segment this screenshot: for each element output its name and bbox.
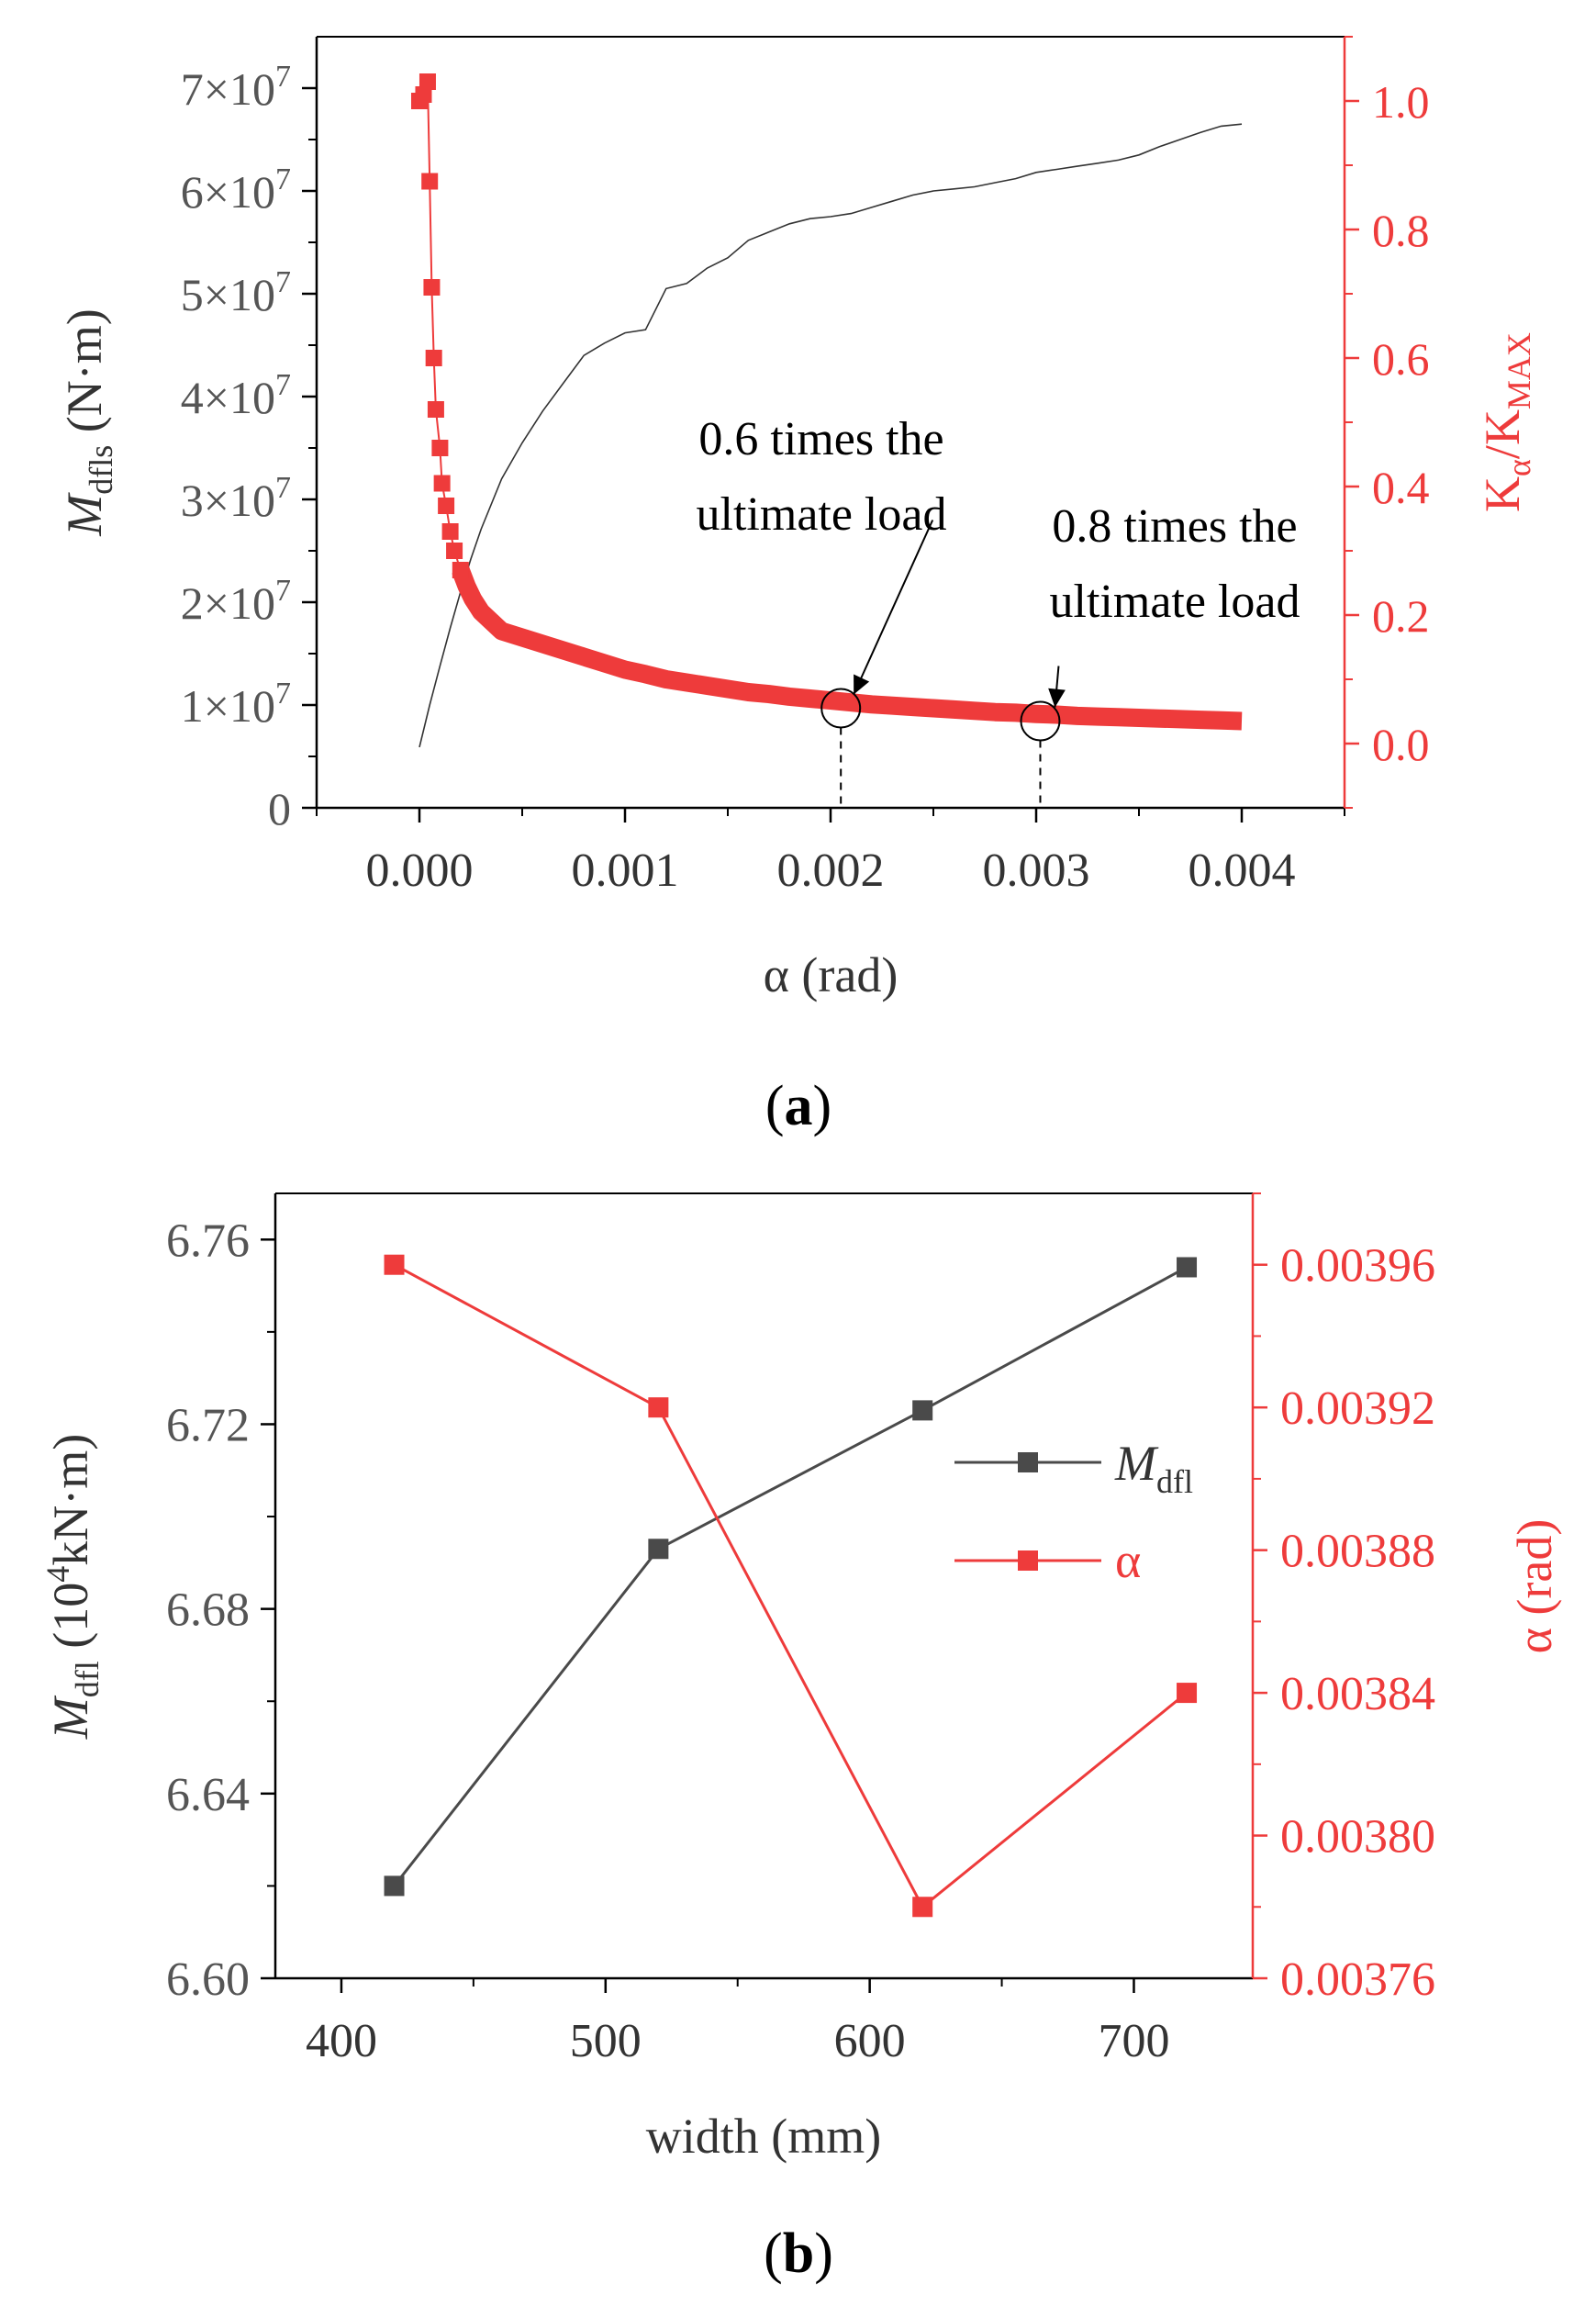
- panel-a-x-tick-label: 0.000: [366, 845, 474, 897]
- panel-a: 0.6 times the ultimate load 0.8 times the u…: [57, 36, 1537, 1137]
- panel-a-y-left-tick-label: 7×107: [181, 60, 291, 115]
- panel-a-y-right-tick-label: 0.6: [1372, 333, 1430, 385]
- stiffness-point: [446, 543, 463, 559]
- panel-b-y-right-tick-label: 0.00384: [1280, 1668, 1435, 1720]
- series-moment-line: [419, 123, 1243, 748]
- panel-b-x-tick-label: 400: [306, 2015, 377, 2067]
- panel-b-y-right-title: α (rad): [1507, 1519, 1562, 1654]
- alpha-point: [384, 1254, 405, 1275]
- mdfl-point: [1177, 1257, 1198, 1278]
- stiffness-point: [427, 401, 444, 418]
- legend-label-alpha: α: [1115, 1533, 1141, 1588]
- panel-b-x-tick-label: 700: [1098, 2015, 1169, 2067]
- panel-a-x-title: α (rad): [764, 947, 898, 1002]
- stiffness-point: [452, 562, 469, 578]
- series-mdfl-line: [393, 1266, 1188, 1887]
- load-marker-label-line2: ultimate load: [697, 488, 947, 541]
- alpha-point: [912, 1897, 933, 1918]
- panel-a-y-left-tick-label: 4×107: [181, 368, 291, 423]
- load-marker-arrowhead: [1048, 688, 1066, 708]
- panel-a-y-left-tick-label: 3×107: [181, 471, 291, 526]
- panel-b: 400 500 600 700 6.60 6.64 6.68 6.72 6.76 0.00376 0…: [39, 1192, 1562, 2285]
- mdfl-point: [648, 1539, 669, 1560]
- panel-b-y-right-tick-label: 0.00396: [1280, 1240, 1435, 1293]
- panel-a-y-left-tick-label: 1×107: [181, 677, 291, 732]
- panel-b-label: (b): [764, 2222, 833, 2285]
- panel-b-y-left-tick-label: 6.68: [166, 1584, 250, 1637]
- panel-b-x-title: width (mm): [646, 2109, 881, 2164]
- mdfl-point: [384, 1875, 405, 1897]
- panel-b-y-right-tick-label: 0.00392: [1280, 1382, 1435, 1435]
- panel-b-x-tick-label: 500: [570, 2015, 642, 2067]
- stiffness-point: [433, 475, 451, 492]
- panel-b-y-left-tick-label: 6.72: [166, 1399, 250, 1451]
- panel-b-y-left-tick-label: 6.64: [166, 1769, 250, 1821]
- panel-a-y-left-title: Mdfls (N·m): [57, 308, 119, 536]
- legend-marker-mdfl: [1018, 1452, 1038, 1472]
- stiffness-point: [423, 279, 441, 296]
- panel-b-y-left-tick-label: 6.76: [166, 1214, 250, 1267]
- stiffness-point: [441, 523, 459, 540]
- stiffness-point: [431, 440, 449, 456]
- stiffness-point: [421, 173, 439, 190]
- stiffness-point: [438, 498, 455, 514]
- load-marker-arrowhead: [854, 674, 870, 695]
- panel-b-legend: Mdfl α: [954, 1436, 1193, 1588]
- series-alpha-line: [393, 1263, 1188, 1909]
- stiffness-point: [425, 350, 442, 366]
- legend-label-mdfl: Mdfl: [1114, 1436, 1193, 1500]
- panel-a-y-right-tick-label: 0.2: [1372, 590, 1430, 642]
- panel-a-x-tick-label: 0.003: [983, 845, 1090, 897]
- panel-a-label: (a): [765, 1075, 831, 1137]
- panel-b-y-right-tick-label: 0.00380: [1280, 1811, 1435, 1864]
- legend-marker-alpha: [1018, 1550, 1038, 1571]
- stiffness-point: [419, 73, 436, 90]
- panel-b-y-left-tick-label: 6.60: [166, 1953, 250, 2006]
- panel-a-y-right-tick-label: 0.4: [1372, 462, 1430, 513]
- panel-b-y-left-title: Mdfl (104kN·m): [39, 1434, 106, 1740]
- load-marker-label-line1: 0.6 times the: [698, 413, 943, 465]
- load-marker-label-line2: ultimate load: [1050, 576, 1300, 628]
- panel-a-x-tick-label: 0.001: [572, 845, 679, 897]
- series-stiffness-dense-band: [452, 566, 1243, 731]
- mdfl-point: [912, 1400, 933, 1421]
- panel-a-x-tick-label: 0.002: [777, 845, 885, 897]
- panel-a-y-right-tick-label: 1.0: [1372, 76, 1430, 128]
- panel-a-y-left-tick-label: 2×107: [181, 574, 291, 629]
- load-marker-label-line1: 0.8 times the: [1052, 500, 1297, 553]
- alpha-point: [1177, 1683, 1198, 1704]
- panel-a-y-left-tick-label: 5×107: [181, 265, 291, 320]
- load-marker-arrow-line: [853, 520, 934, 695]
- panel-a-y-left-tick-label: 6×107: [181, 162, 291, 218]
- panel-a-y-right-title: Kα/KMAX: [1475, 332, 1537, 512]
- panel-b-y-right-tick-label: 0.00388: [1280, 1526, 1435, 1578]
- stiffness-point: [415, 86, 432, 103]
- panel-b-y-right-tick-label: 0.00376: [1280, 1953, 1435, 2006]
- panel-a-y-right-tick-label: 0.0: [1372, 719, 1430, 770]
- panel-a-y-left-tick-label: 0: [268, 783, 291, 834]
- panel-b-x-tick-label: 600: [834, 2015, 906, 2067]
- panel-a-y-right-tick-label: 0.8: [1372, 205, 1430, 256]
- panel-a-x-tick-label: 0.004: [1189, 845, 1296, 897]
- alpha-point: [648, 1397, 669, 1418]
